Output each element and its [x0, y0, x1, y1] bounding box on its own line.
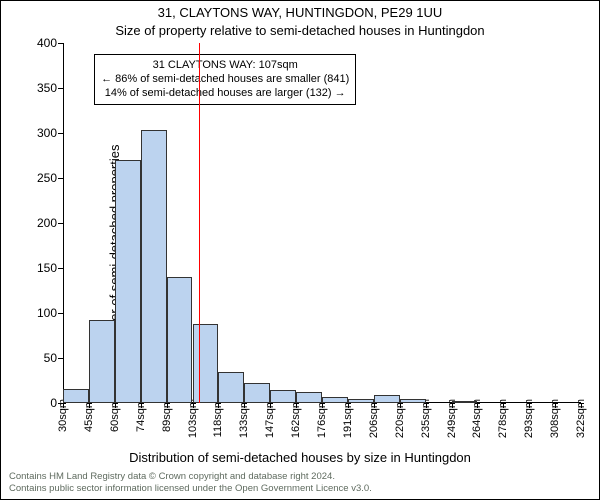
y-tick-label: 200 — [23, 216, 57, 230]
x-tick-label: 133sqm — [238, 399, 250, 438]
footer-attribution: Contains HM Land Registry data © Crown c… — [9, 471, 372, 495]
y-tick-mark — [58, 313, 63, 314]
histogram-bar — [218, 372, 244, 404]
annotation-line: ← 86% of semi-detached houses are smalle… — [101, 72, 349, 86]
histogram-bar — [452, 401, 478, 403]
x-tick-label: 249sqm — [446, 399, 458, 438]
y-tick-mark — [58, 268, 63, 269]
histogram-bar — [374, 395, 400, 403]
x-tick-label: 293sqm — [523, 399, 535, 438]
annotation-box: 31 CLAYTONS WAY: 107sqm ← 86% of semi-de… — [94, 54, 356, 105]
y-tick-mark — [58, 43, 63, 44]
y-tick-label: 100 — [23, 306, 57, 320]
y-tick-mark — [58, 178, 63, 179]
x-tick-label: 89sqm — [161, 399, 173, 432]
x-tick-label: 191sqm — [342, 399, 354, 438]
footer-line: Contains HM Land Registry data © Crown c… — [9, 471, 372, 483]
histogram-bar — [63, 389, 89, 403]
x-tick-label: 308sqm — [549, 399, 561, 438]
histogram-bar — [193, 324, 219, 403]
chart-subtitle: Size of property relative to semi-detach… — [1, 23, 599, 38]
histogram-bar — [141, 130, 167, 403]
y-tick-label: 400 — [23, 36, 57, 50]
x-tick-label: 220sqm — [394, 399, 406, 438]
y-tick-label: 50 — [23, 351, 57, 365]
histogram-bar — [348, 399, 374, 403]
chart-title: 31, CLAYTONS WAY, HUNTINGDON, PE29 1UU — [1, 5, 599, 20]
y-tick-mark — [58, 358, 63, 359]
x-tick-label: 176sqm — [316, 399, 328, 438]
x-tick-label: 118sqm — [212, 399, 224, 437]
x-tick-label: 322sqm — [575, 399, 587, 438]
annotation-line: 14% of semi-detached houses are larger (… — [101, 86, 349, 100]
y-tick-mark — [58, 88, 63, 89]
annotation-line: 31 CLAYTONS WAY: 107sqm — [101, 58, 349, 72]
x-tick-label: 235sqm — [420, 399, 432, 438]
reference-line — [199, 43, 200, 403]
histogram-bar — [244, 383, 270, 403]
x-tick-label: 45sqm — [83, 399, 95, 432]
y-tick-label: 350 — [23, 81, 57, 95]
x-tick-label: 30sqm — [57, 399, 69, 432]
x-axis-label: Distribution of semi-detached houses by … — [1, 450, 599, 465]
y-tick-label: 250 — [23, 171, 57, 185]
histogram-bar — [89, 320, 115, 403]
histogram-bar — [270, 390, 296, 403]
histogram-bar — [167, 277, 193, 403]
y-tick-mark — [58, 133, 63, 134]
figure: 31, CLAYTONS WAY, HUNTINGDON, PE29 1UU S… — [0, 0, 600, 500]
x-tick-label: 278sqm — [497, 399, 509, 438]
y-tick-label: 0 — [23, 396, 57, 410]
histogram-bar — [322, 397, 348, 403]
x-tick-label: 74sqm — [135, 399, 147, 432]
y-tick-label: 150 — [23, 261, 57, 275]
x-tick-label: 103sqm — [187, 399, 199, 438]
plot-area: 31 CLAYTONS WAY: 107sqm ← 86% of semi-de… — [63, 43, 581, 403]
x-tick-label: 206sqm — [368, 399, 380, 438]
x-tick-label: 147sqm — [264, 399, 276, 438]
footer-line: Contains public sector information licen… — [9, 483, 372, 495]
histogram-bar — [400, 399, 426, 404]
y-tick-label: 300 — [23, 126, 57, 140]
x-tick-label: 60sqm — [109, 399, 121, 432]
x-tick-label: 162sqm — [290, 399, 302, 438]
y-tick-mark — [58, 223, 63, 224]
histogram-bar — [115, 160, 141, 403]
histogram-bar — [296, 392, 322, 403]
x-tick-label: 264sqm — [471, 399, 483, 438]
